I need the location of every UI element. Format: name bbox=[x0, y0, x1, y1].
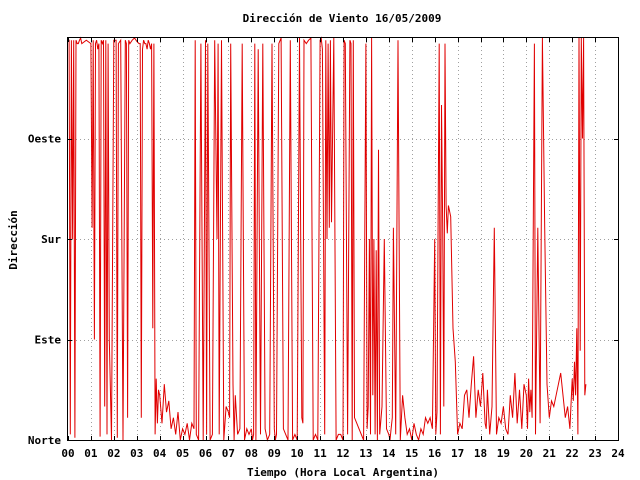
plot-frame bbox=[67, 37, 619, 441]
x-tick-label: 18 bbox=[474, 447, 487, 460]
y-axis-label: Dirección bbox=[7, 210, 20, 270]
x-tick-label: 15 bbox=[405, 447, 418, 460]
series-layer bbox=[68, 36, 587, 442]
series-line bbox=[68, 36, 587, 442]
x-tick-label: 05 bbox=[176, 447, 189, 460]
x-tick-label: 10 bbox=[291, 447, 304, 460]
x-tick-label: 13 bbox=[359, 447, 372, 460]
x-tick-label: 21 bbox=[543, 447, 557, 460]
x-axis-ticks: 00 01 02 03 04 05 06 07 08 09 10 11 12 13 14 15 16 17 18 19… bbox=[61, 38, 625, 460]
x-tick-label: 03 bbox=[130, 447, 143, 460]
x-tick-label: 14 bbox=[382, 447, 396, 460]
x-tick-label: 16 bbox=[428, 447, 442, 460]
chart-title: Dirección de Viento 16/05/2009 bbox=[243, 12, 442, 25]
y-tick-label: Oeste bbox=[28, 133, 61, 146]
x-axis-label: Tiempo (Hora Local Argentina) bbox=[247, 466, 439, 479]
x-tick-label: 20 bbox=[520, 447, 533, 460]
x-tick-label: 23 bbox=[588, 447, 601, 460]
x-tick-label: 01 bbox=[84, 447, 98, 460]
x-tick-label: 06 bbox=[199, 447, 213, 460]
x-tick-label: 12 bbox=[336, 447, 349, 460]
y-tick-label: Este bbox=[35, 334, 62, 347]
x-tick-label: 24 bbox=[611, 447, 625, 460]
x-tick-label: 02 bbox=[107, 447, 120, 460]
y-tick-label: Sur bbox=[41, 233, 61, 246]
x-tick-label: 07 bbox=[222, 447, 235, 460]
x-tick-label: 00 bbox=[61, 447, 74, 460]
x-tick-label: 17 bbox=[451, 447, 464, 460]
x-tick-label: 22 bbox=[566, 447, 579, 460]
x-tick-label: 19 bbox=[497, 447, 510, 460]
x-tick-label: 11 bbox=[313, 447, 327, 460]
y-axis-ticks: Norte Este Sur Oeste bbox=[28, 133, 618, 447]
x-tick-label: 09 bbox=[268, 447, 281, 460]
x-tick-label: 08 bbox=[245, 447, 258, 460]
x-tick-label: 04 bbox=[153, 447, 167, 460]
y-tick-label: Norte bbox=[28, 434, 61, 447]
